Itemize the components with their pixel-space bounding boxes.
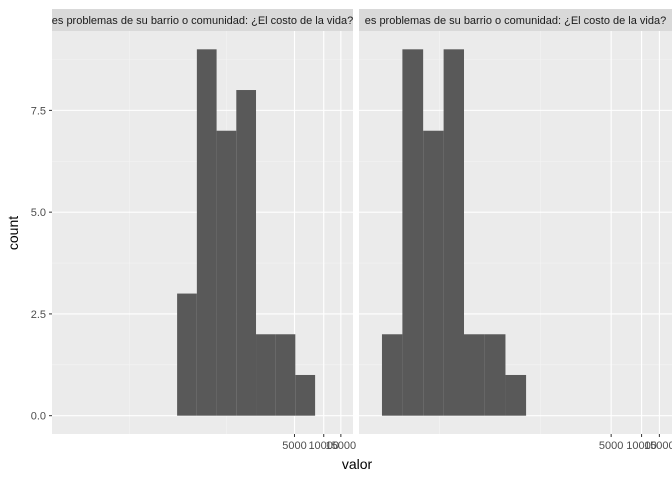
x-tick-label: 5000 [282,440,306,452]
y-axis-title: count [5,216,21,250]
facet-panel-2: es problemas de su barrio o comunidad: ¿… [359,9,672,452]
facet-strip-label: es problemas de su barrio o comunidad: ¿… [52,15,353,27]
histogram-bar [216,130,237,416]
histogram-bar [381,334,403,416]
x-tick-label: 10000 [308,440,339,452]
x-tick-label: 10000 [626,440,657,452]
histogram-bar [177,293,197,416]
x-tick-label: 15000 [644,440,672,452]
x-tick-label: 5000 [599,440,623,452]
histogram-bar [256,334,276,416]
facet-strip [359,9,672,31]
histogram-bar [295,374,316,416]
histogram-bar [423,130,444,416]
histogram-bar [443,49,465,416]
y-tick-label: 0.0 [31,411,46,423]
x-axis-title: valor [342,456,373,472]
histogram-bar [236,90,257,416]
histogram-bar [505,374,527,416]
histogram-bar [464,334,485,416]
facet-strip-label: es problemas de su barrio o comunidad: ¿… [365,15,666,27]
facet-strip [52,9,353,31]
histogram-bar [275,334,296,416]
y-tick-label: 2.5 [31,309,46,321]
facet-content: es problemas de su barrio o comunidad: ¿… [52,9,353,434]
histogram-bar [196,49,217,416]
y-tick-label: 7.5 [31,105,46,117]
facet-panels: es problemas de su barrio o comunidad: ¿… [52,9,672,452]
facet-content: es problemas de su barrio o comunidad: ¿… [359,9,672,434]
histogram-bar [484,334,506,416]
y-axis: 0.0 2.5 5.0 7.5 [31,105,52,423]
y-tick-label: 5.0 [31,207,46,219]
facet-panel-1: es problemas de su barrio o comunidad: ¿… [52,9,356,452]
x-tick-label: 15000 [326,440,357,452]
histogram-bar [402,49,424,416]
